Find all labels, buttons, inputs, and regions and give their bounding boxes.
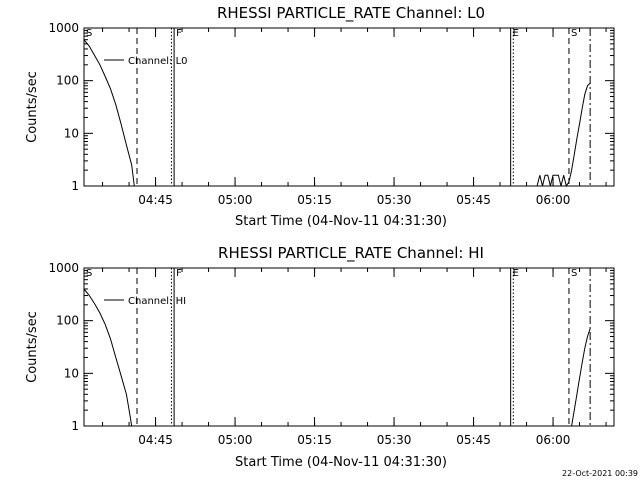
event-marker-label: E [513,268,519,279]
y-tick-label: 10 [64,366,79,380]
y-tick-label: 1000 [48,261,79,275]
event-marker-label: F [176,28,182,39]
y-tick-label: 1000 [48,21,79,35]
x-tick-label: 05:30 [377,433,412,447]
y-axis-label: Counts/sec [25,71,40,143]
chart-title: RHESSI PARTICLE_RATE Channel: HI [218,244,484,263]
legend-label: Channel: HI [128,296,186,307]
y-tick-label: 1 [71,179,79,193]
x-tick-label: 05:45 [456,433,491,447]
series-line [83,39,135,187]
series-line [83,288,133,427]
panel-hi: RHESSI PARTICLE_RATE Channel: HI 1 10 100 10… [25,244,615,470]
series-line [571,328,591,427]
event-marker-label: E [513,28,519,39]
x-axis-label: Start Time (04-Nov-11 04:31:30) [235,214,447,229]
x-tick-label: 05:00 [218,193,253,207]
y-tick-label: 100 [56,314,79,328]
x-tick-label: 06:00 [536,193,571,207]
x-axis-label: Start Time (04-Nov-11 04:31:30) [235,455,447,470]
event-marker-label: S [571,268,577,279]
x-tick-label: 05:30 [377,193,412,207]
x-tick-label: 04:45 [138,433,173,447]
y-tick-label: 10 [64,126,79,140]
event-marker-label: S [86,28,92,39]
chart-title: RHESSI PARTICLE_RATE Channel: L0 [217,4,485,23]
plot-frame [83,27,615,187]
x-tick-label: 05:45 [456,193,491,207]
y-tick-label: 100 [56,74,79,88]
event-marker-label: F [176,268,182,279]
x-tick-label: 04:45 [138,193,173,207]
x-tick-label: 05:15 [297,193,332,207]
generation-timestamp: 22-Oct-2021 00:39 [562,469,638,478]
series-line [536,82,591,188]
x-tick-label: 05:15 [297,433,332,447]
y-axis-label: Counts/sec [25,311,40,383]
panel-l0: RHESSI PARTICLE_RATE Channel: L0 1 10 100 10… [25,4,615,229]
plot-frame [83,267,615,427]
y-tick-label: 1 [71,419,79,433]
legend-label: Channel: L0 [128,56,188,67]
x-tick-label: 05:00 [218,433,253,447]
event-marker-label: S [571,28,577,39]
x-tick-label: 06:00 [536,433,571,447]
event-marker-label: S [86,268,92,279]
